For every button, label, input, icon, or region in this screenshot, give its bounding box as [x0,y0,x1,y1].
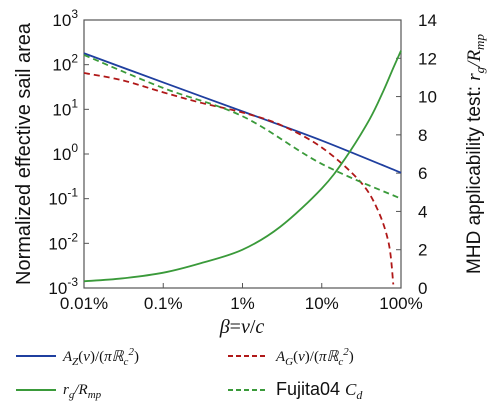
y-left-tick-label: 10-1 [48,186,78,209]
y-right-tick-label: 4 [418,202,427,221]
legend-label-ag: AG(v)/(πℝc2) [275,346,354,368]
legend-label-fujita: Fujita04 Cd [276,379,363,402]
series-line-1 [83,52,402,174]
y-right-axis-ticks: 0 2 4 6 8 10 12 14 [396,11,437,298]
y-right-tick-label: 14 [418,11,437,30]
x-tick-label: 10% [305,294,339,313]
y-right-tick-label: 12 [418,49,437,68]
y-right-tick-label: 8 [418,126,427,145]
series-line-3 [83,50,402,283]
legend-label-az: AZ(v)/(πℝc2) [62,346,139,368]
x-tick-label: 100% [379,294,422,313]
y-right-tick-label: 10 [418,88,437,107]
y-left-tick-label: 100 [52,141,78,164]
y-right-tick-label: 0 [418,279,427,298]
series-layer [83,50,402,285]
y-left-tick-label: 102 [52,52,78,75]
y-left-axis-title: Normalized effective sail area [13,22,35,285]
legend-label-rg: rg/Rmp [63,382,102,401]
legend: AZ(v)/(πℝc2) AG(v)/(πℝc2) rg/Rmp Fujita0… [16,346,363,402]
y-right-axis-title: MHD applicability test: rg/Rmp [464,34,487,274]
x-tick-label: 0.1% [144,294,183,313]
x-axis-ticks: 0.01% 0.1% 1% 10% 100% [60,283,423,313]
y-right-tick-label: 6 [418,164,427,183]
svg-text:MHD applicability test: rg/Rmp: MHD applicability test: rg/Rmp [464,34,487,274]
y-left-tick-label: 10-2 [48,230,78,253]
series-line-4 [83,54,402,200]
series-line-2 [83,72,395,285]
y-left-tick-label: 103 [52,7,78,30]
y-left-axis-ticks: 103 102 101 100 10-1 10-2 10-3 [48,7,89,298]
y-left-tick-label: 101 [52,96,78,119]
y-right-tick-label: 2 [418,241,427,260]
x-tick-label: 0.01% [60,294,108,313]
x-axis-title: β=v/c [219,316,265,338]
x-tick-label: 1% [230,294,255,313]
y-left-tick-label: 10-3 [48,275,78,298]
